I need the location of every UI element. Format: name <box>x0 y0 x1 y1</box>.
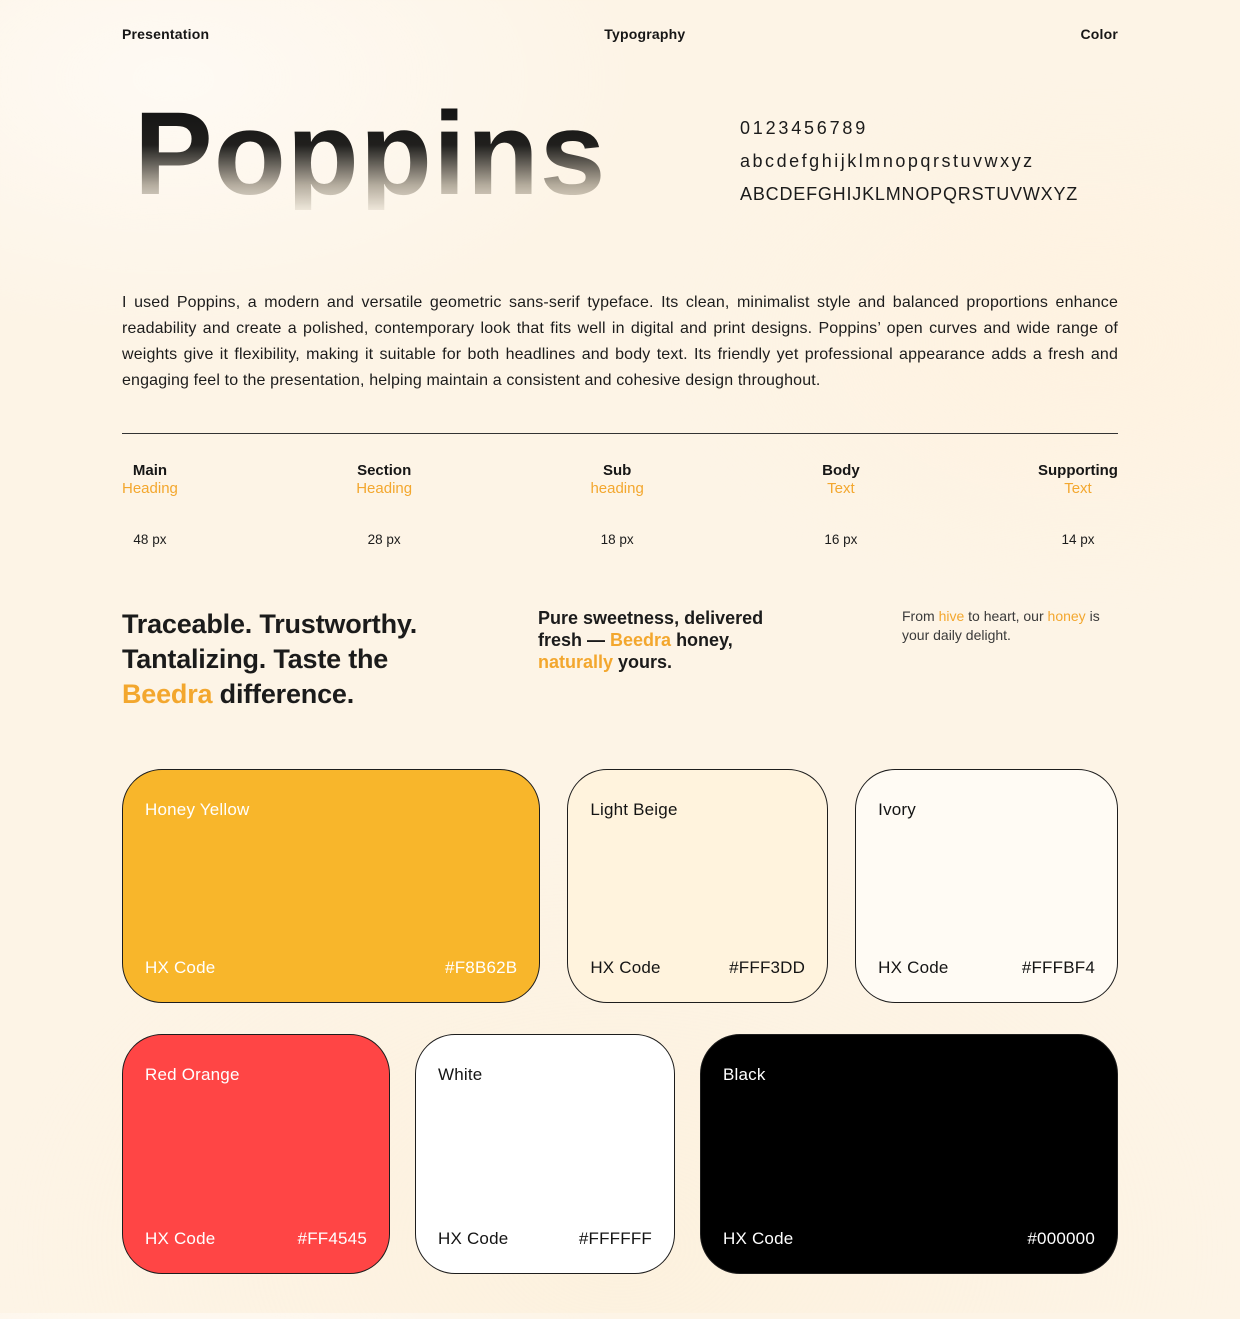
section-divider <box>122 433 1118 434</box>
color-palette: Honey Yellow HX Code #F8B62B Light Beige… <box>122 769 1118 1274</box>
color-card-red-orange: Red Orange HX Code #FF4545 <box>122 1034 390 1274</box>
nav-item-typography[interactable]: Typography <box>604 26 686 42</box>
color-name: White <box>438 1065 483 1084</box>
type-scale-column-section: Section Heading 28 px <box>356 462 412 547</box>
lowercase-sample: abcdefghijklmnopqrstuvwxyz <box>740 151 1035 171</box>
type-scale-column-supporting: Supporting Text 14 px <box>1038 462 1118 547</box>
sample-text: yours. <box>613 652 673 672</box>
text-samples: Traceable. Trustworthy. Tantalizing. Tas… <box>122 607 1118 712</box>
color-card-black: Black HX Code #000000 <box>700 1034 1118 1274</box>
typeface-name: Poppins <box>134 88 607 220</box>
scale-label-accent: Text <box>1064 480 1092 497</box>
scale-size: 14 px <box>1061 532 1095 547</box>
card-footer: HX Code #000000 <box>723 1229 1095 1249</box>
color-name: Honey Yellow <box>145 800 250 819</box>
color-card-ivory: Ivory HX Code #FFFBF4 <box>855 769 1118 1003</box>
color-name: Light Beige <box>590 800 678 819</box>
card-footer: HX Code #FFFFFF <box>438 1229 652 1249</box>
scale-label-accent: heading <box>590 480 644 497</box>
hex-value: #FF4545 <box>297 1229 367 1248</box>
scale-size: 16 px <box>824 532 858 547</box>
hex-value: #000000 <box>1027 1229 1095 1248</box>
color-card-white: White HX Code #FFFFFF <box>415 1034 675 1274</box>
digits-sample: 0123456789 <box>740 118 869 138</box>
sample-text: Pure sweetness, delivered fresh — <box>538 608 764 650</box>
supporting-text-sample: From hive to heart, our honey is your da… <box>902 607 1118 712</box>
typeface-specimen: Poppins 0123456789 abcdefghijklmnopqrstu… <box>122 88 1118 230</box>
sample-accent-text: honey <box>1047 608 1086 624</box>
sample-text: is your daily delight. <box>902 608 1100 643</box>
scale-size: 28 px <box>367 532 401 547</box>
color-name: Black <box>723 1065 766 1084</box>
uppercase-sample: ABCDEFGHIJKLMNOPQRSTUVWXYZ <box>740 184 1079 204</box>
sub-heading-sample: Pure sweetness, delivered fresh — Beedra… <box>538 607 792 712</box>
sample-text: Traceable. Trustworthy. Tantalizing. Tas… <box>122 609 417 674</box>
card-footer: HX Code #F8B62B <box>145 958 517 978</box>
card-footer: HX Code #FFF3DD <box>590 958 805 978</box>
palette-row-1: Honey Yellow HX Code #F8B62B Light Beige… <box>122 769 1118 1003</box>
hx-code-label: HX Code <box>878 958 949 977</box>
scale-size: 18 px <box>600 532 634 547</box>
type-scale-column-sub: Sub heading 18 px <box>590 462 643 547</box>
hx-code-label: HX Code <box>438 1229 509 1248</box>
type-scale: Main Heading 48 px Section Heading 28 px… <box>122 462 1118 547</box>
sample-text: to heart, our <box>964 608 1048 624</box>
sample-text: honey, <box>671 630 733 650</box>
hex-value: #FFFBF4 <box>1021 958 1095 977</box>
hex-value: #F8B62B <box>445 958 518 977</box>
hx-code-label: HX Code <box>590 958 661 977</box>
nav-item-color[interactable]: Color <box>1080 26 1118 42</box>
card-footer: HX Code #FF4545 <box>145 1229 367 1249</box>
hex-value: #FFFFFF <box>578 1229 652 1248</box>
type-scale-column-body: Body Text 16 px <box>822 462 860 547</box>
character-set: 0123456789 abcdefghijklmnopqrstuvwxyz AB… <box>740 112 1118 211</box>
hx-code-label: HX Code <box>723 1229 794 1248</box>
sample-text: From <box>902 608 939 624</box>
typeface-description: I used Poppins, a modern and versatile g… <box>122 294 1118 389</box>
color-card-honey-yellow: Honey Yellow HX Code #F8B62B <box>122 769 541 1003</box>
color-name: Red Orange <box>145 1065 240 1084</box>
scale-label: Body <box>822 462 860 479</box>
nav-item-presentation[interactable]: Presentation <box>122 26 210 42</box>
scale-label-accent: Heading <box>356 480 413 497</box>
hx-code-label: HX Code <box>145 958 216 977</box>
color-name: Ivory <box>878 800 916 819</box>
scale-label-accent: Text <box>827 480 855 497</box>
top-nav: Presentation Typography Color <box>122 26 1118 42</box>
scale-label: Section <box>357 462 412 479</box>
hx-code-label: HX Code <box>145 1229 216 1248</box>
scale-label: Main <box>132 462 168 479</box>
type-scale-column-main: Main Heading 48 px <box>122 462 178 547</box>
scale-label: Supporting <box>1037 462 1118 479</box>
sample-accent-text: Beedra <box>122 679 213 709</box>
sample-accent-text: Beedra <box>610 630 672 650</box>
sample-accent-text: naturally <box>538 652 614 672</box>
palette-row-2: Red Orange HX Code #FF4545 White HX Code… <box>122 1034 1118 1274</box>
color-card-light-beige: Light Beige HX Code #FFF3DD <box>567 769 829 1003</box>
sample-text: difference. <box>212 679 355 709</box>
main-heading-sample: Traceable. Trustworthy. Tantalizing. Tas… <box>122 607 457 712</box>
card-footer: HX Code #FFFBF4 <box>878 958 1095 978</box>
hex-value: #FFF3DD <box>729 958 806 977</box>
scale-label: Sub <box>602 462 632 479</box>
sample-accent-text: hive <box>938 608 965 624</box>
scale-size: 48 px <box>133 532 167 547</box>
scale-label-accent: Heading <box>122 480 178 497</box>
